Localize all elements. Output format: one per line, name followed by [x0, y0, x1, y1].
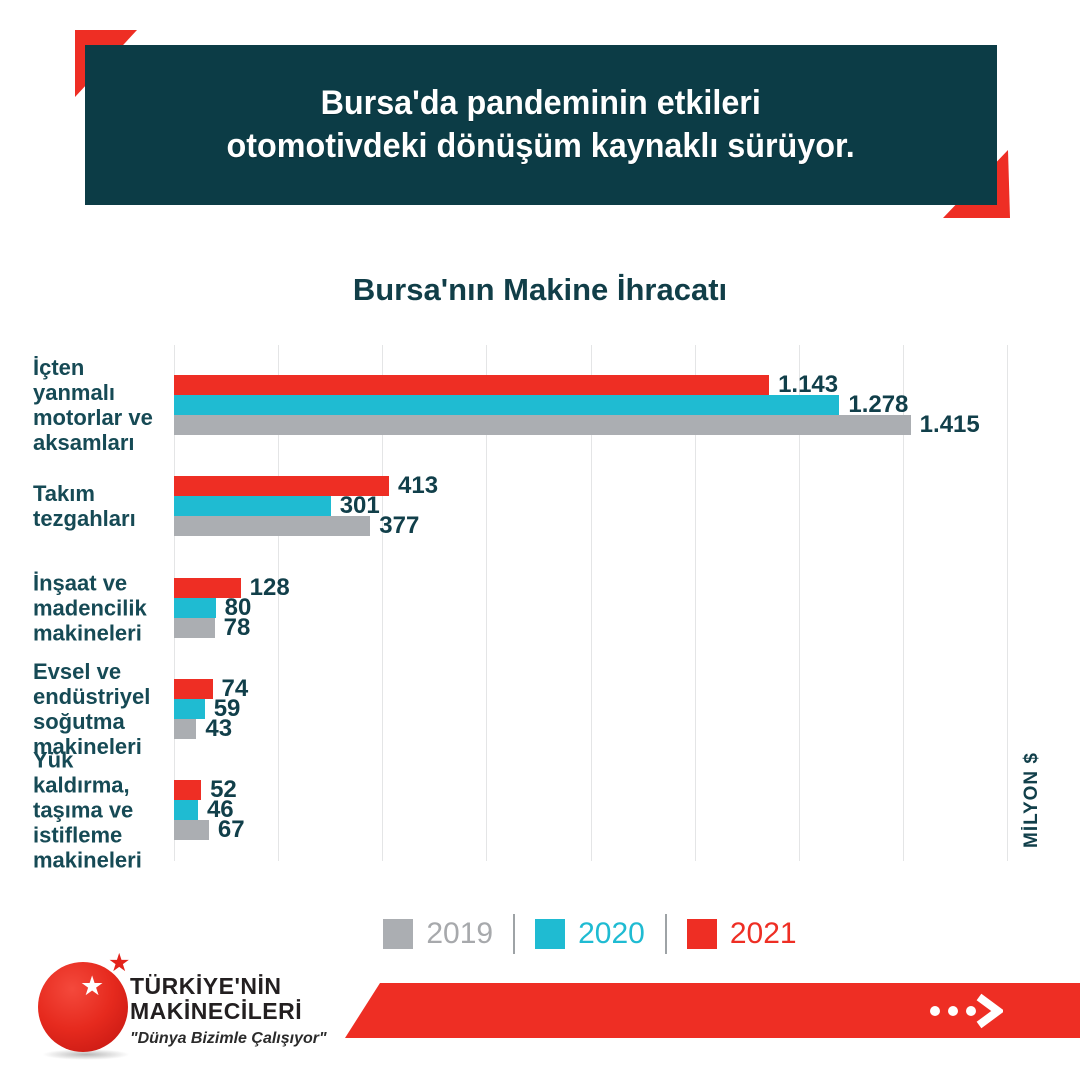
ellipsis-dot-icon	[966, 1006, 976, 1016]
bar-2020	[174, 395, 840, 415]
bar-2020	[174, 597, 216, 618]
bar-2020	[174, 800, 198, 821]
category-label: Yük kaldırma, taşıma ve istifleme makineler…	[33, 747, 142, 873]
legend-label-2021: 2021	[729, 917, 797, 950]
legend-swatch-2020	[535, 919, 566, 949]
logo-name-line-1: TÜRKİYE'NİN	[130, 973, 282, 999]
headline-line-1: Bursa'da pandeminin etkileri	[320, 84, 762, 122]
logo-name-line-2: MAKİNECİLERİ	[130, 998, 303, 1024]
gridline	[278, 345, 280, 861]
ellipsis-dot-icon	[948, 1006, 958, 1016]
logo-red-star-icon: ★	[108, 949, 131, 977]
bar-2019	[174, 718, 197, 739]
chart-title: Bursa'nın Makine İhracatı	[352, 272, 728, 307]
legend-label-2020: 2020	[578, 917, 645, 950]
ellipsis-dot-icon	[930, 1006, 940, 1016]
gridline	[1007, 345, 1008, 861]
gridline	[486, 345, 488, 861]
bar-2021	[174, 375, 770, 395]
footer-ribbon	[345, 983, 1080, 1038]
bar-2019	[174, 617, 215, 638]
category-label: İnşaat ve madencilik makineleri	[33, 570, 147, 646]
logo-white-star-icon: ★	[80, 971, 105, 1001]
bar-chart: İçten yanmalı motorlar ve aksamları 1.143 1.…	[0, 345, 1080, 873]
category-label: İçten yanmalı motorlar ve aksamları	[33, 355, 153, 455]
bar-value-2020: 59	[213, 694, 241, 722]
bar-value-2020: 301	[339, 492, 380, 520]
bar-value-2021: 74	[221, 674, 249, 702]
legend-label-2019: 2019	[426, 917, 494, 950]
legend-item-2020: 2020	[535, 919, 645, 949]
chart-legend: 2019 2020 2021	[100, 912, 1080, 956]
bar-value-2019: 67	[217, 816, 245, 844]
bar-2019	[174, 415, 911, 435]
bar-value-2019: 43	[205, 714, 233, 742]
logo-slogan: "Dünya Bizimle Çalışıyor"	[130, 1030, 327, 1047]
bar-value-2021: 128	[249, 573, 290, 601]
bar-2020	[174, 496, 331, 517]
bar-2021	[174, 577, 241, 598]
bar-value-2021: 413	[398, 472, 439, 500]
chart-category-group: Evsel ve endüstriyel soğutma makineleri 74 59…	[0, 659, 1080, 759]
gridline	[590, 345, 592, 861]
legend-item-2019: 2019	[383, 919, 493, 949]
chevron-right-icon[interactable]	[975, 993, 1003, 1029]
logo-sphere-icon	[38, 962, 128, 1052]
legend-swatch-2021	[686, 919, 717, 949]
gridline	[382, 345, 384, 861]
chart-category-group: Yük kaldırma, taşıma ve istifleme makineler…	[0, 748, 1080, 873]
bar-value-2020: 80	[224, 593, 252, 621]
bar-value-2021: 52	[210, 776, 237, 804]
gridline	[902, 345, 904, 861]
chart-category-group: İçten yanmalı motorlar ve aksamları 1.143 1.…	[0, 355, 1080, 455]
bar-value-2019: 78	[223, 613, 251, 641]
axis-unit-label: MİLYON $	[1021, 752, 1042, 848]
headline-banner: Bursa'da pandeminin etkileri otomotivdek…	[85, 45, 997, 205]
bar-2019	[174, 820, 209, 841]
bar-2019	[174, 516, 371, 537]
bar-value-2019: 377	[379, 512, 420, 540]
legend-swatch-2019	[383, 919, 414, 949]
bar-value-2020: 1.278	[848, 391, 909, 418]
headline-line-2: otomotivdeki dönüşüm kaynaklı sürüyor.	[226, 127, 856, 165]
bar-2020	[174, 698, 205, 719]
gridline	[694, 345, 696, 861]
bar-2021	[174, 780, 202, 801]
bar-2021	[174, 476, 390, 497]
legend-item-2021: 2021	[686, 917, 797, 950]
logo-text: TÜRKİYE'NİN MAKİNECİLERİ "Dünya Bizimle …	[130, 974, 327, 1048]
category-label: Takım tezgahları	[33, 481, 136, 532]
bar-value-2020: 46	[206, 796, 234, 824]
chart-category-group: İnşaat ve madencilik makineleri 128 80 78	[0, 570, 1080, 645]
chart-category-group: Takım tezgahları 413 301 377	[0, 472, 1080, 540]
bar-value-2021: 1.143	[778, 371, 839, 398]
legend-divider	[664, 914, 667, 954]
category-label: Evsel ve endüstriyel soğutma makineleri	[33, 658, 151, 759]
logo-shadow	[42, 1049, 130, 1060]
bar-value-2019: 1.415	[919, 411, 980, 438]
legend-divider	[513, 914, 516, 954]
bar-2021	[174, 678, 213, 699]
gridline	[798, 345, 800, 861]
